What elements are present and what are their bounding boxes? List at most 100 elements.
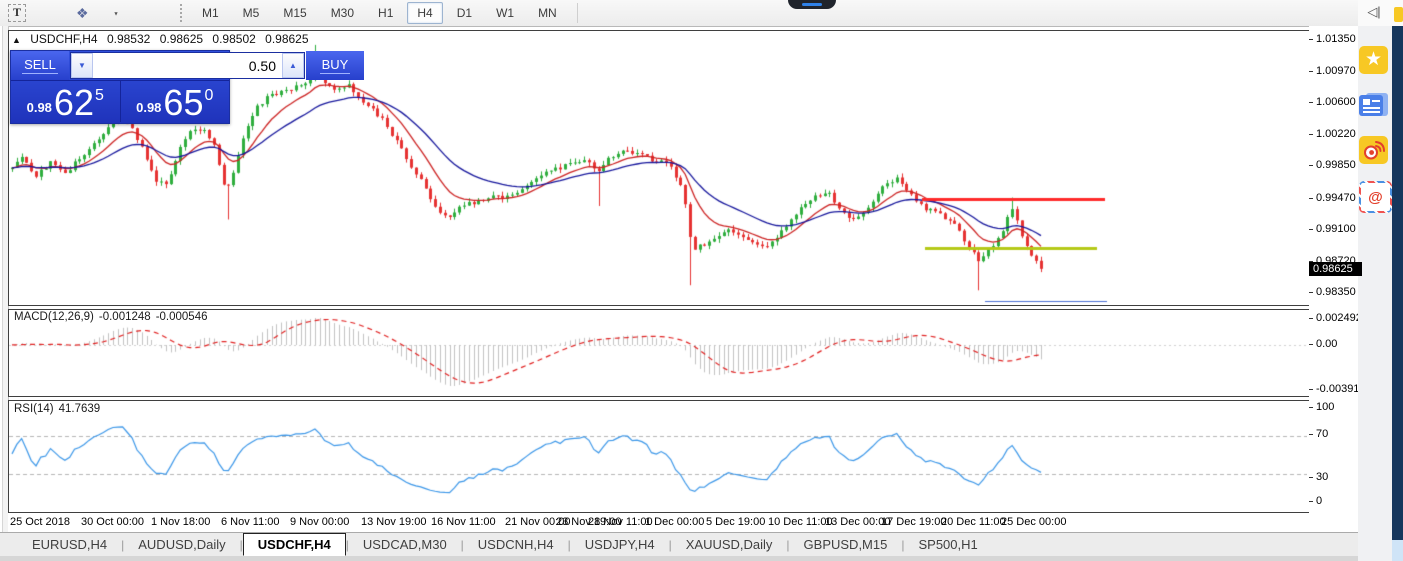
volume-decrease-button[interactable]: ▼ bbox=[71, 53, 93, 78]
price-axis-tick-mark bbox=[1309, 102, 1313, 104]
time-axis-label: 1 Nov 18:00 bbox=[151, 516, 211, 528]
tab-separator: | bbox=[668, 537, 672, 552]
star-glyph: ★ bbox=[1364, 49, 1383, 70]
chart-symbol: USDCHF,H4 bbox=[30, 32, 98, 46]
rsi-axis-tick: 70 bbox=[1316, 428, 1329, 440]
price-axis-tick: 0.99850 bbox=[1316, 159, 1356, 172]
tab-usdcnh-h4[interactable]: USDCNH,H4 bbox=[477, 537, 554, 552]
news-icon[interactable] bbox=[1359, 91, 1388, 119]
price-axis-tick-mark bbox=[1309, 71, 1313, 73]
macd-axis-tick: 0.00 bbox=[1316, 338, 1338, 350]
time-axis[interactable]: 25 Oct 2018 30 Oct 00:00 1 Nov 18:00 6 Nov … bbox=[8, 513, 1309, 532]
rsi-value: 41.7639 bbox=[58, 403, 101, 415]
news-icon-front-page bbox=[1359, 95, 1383, 116]
time-axis-label: 25 Dec 00:00 bbox=[1001, 516, 1067, 528]
macd-name: MACD(12,26,9) bbox=[14, 311, 94, 323]
macd-axis-tick: -0.003913 bbox=[1316, 383, 1366, 395]
price-axis-tick-mark bbox=[1309, 291, 1313, 293]
timeframe-m5[interactable]: M5 bbox=[242, 6, 260, 20]
panel-collapse-triangle-icon[interactable]: ▲ bbox=[12, 35, 21, 45]
timeframe-d1[interactable]: D1 bbox=[456, 6, 473, 20]
ohlc-high: 0.98625 bbox=[159, 32, 204, 46]
macd-label: MACD(12,26,9) -0.001248 -0.000546 bbox=[14, 311, 212, 323]
tab-separator: | bbox=[239, 537, 243, 552]
toolbar-grip[interactable] bbox=[180, 4, 182, 22]
tab-separator: | bbox=[901, 537, 905, 552]
tab-audusd-daily[interactable]: AUDUSD,Daily bbox=[138, 537, 226, 552]
price-axis-tick-mark bbox=[1309, 197, 1313, 199]
price-axis[interactable]: 1.01350 1.00970 1.00600 1.00220 0.99850 0.994… bbox=[1309, 26, 1366, 532]
price-axis-tick: 0.99100 bbox=[1316, 222, 1356, 235]
time-axis-label: 6 Nov 11:00 bbox=[221, 516, 280, 528]
time-axis-label: 9 Nov 00:00 bbox=[290, 516, 350, 528]
time-axis-label: 23 Nov 19:00 bbox=[556, 516, 622, 528]
timeframe-m1[interactable]: M1 bbox=[202, 6, 219, 20]
timeframe-w1[interactable]: W1 bbox=[496, 6, 515, 20]
tab-usdjpy-h4[interactable]: USDJPY,H4 bbox=[584, 537, 655, 552]
current-price-tag: 0.98625 bbox=[1309, 261, 1362, 276]
time-axis-label: 5 Dec 19:00 bbox=[706, 516, 766, 528]
weibo-icon[interactable] bbox=[1359, 136, 1388, 164]
text-tool-icon: T bbox=[8, 4, 26, 22]
chart-tabs: EURUSD,H4 | AUDUSD,Daily | USDCHF,H4 | USDCAD,… bbox=[0, 532, 1392, 556]
rsi-canvas[interactable] bbox=[9, 401, 1307, 510]
macd-axis-tick-mark bbox=[1309, 318, 1313, 319]
sell-price-button[interactable]: 0.98 62 5 bbox=[11, 81, 120, 122]
tab-usdcad-m30[interactable]: USDCAD,M30 bbox=[362, 537, 447, 552]
rsi-axis-tick-mark bbox=[1309, 407, 1313, 408]
time-axis-label: 10 Dec 11:00 bbox=[768, 516, 833, 528]
price-axis-tick: 1.00220 bbox=[1316, 128, 1356, 141]
macd-canvas[interactable] bbox=[9, 310, 1307, 394]
time-axis-label: 28 Nov 11:00 bbox=[588, 516, 653, 528]
rsi-axis-tick: 0 bbox=[1316, 495, 1323, 507]
text-tool-button[interactable]: T bbox=[6, 3, 28, 23]
macd-panel bbox=[8, 309, 1310, 397]
mail-icon[interactable]: @ bbox=[1359, 181, 1392, 213]
floating-ball-icon[interactable] bbox=[788, 0, 836, 9]
sidebar-collapse-arrow[interactable]: ◁| bbox=[1367, 4, 1381, 19]
weibo-eye-glyph bbox=[1363, 141, 1385, 160]
time-axis-label: 20 Dec 11:00 bbox=[941, 516, 1006, 528]
rsi-name: RSI(14) bbox=[14, 403, 54, 415]
price-axis-tick: 1.00970 bbox=[1316, 65, 1356, 78]
price-axis-tick: 1.00600 bbox=[1316, 96, 1356, 109]
rsi-panel bbox=[8, 400, 1310, 513]
timeframe-m15[interactable]: M15 bbox=[283, 6, 307, 20]
timeframe-mn[interactable]: MN bbox=[538, 6, 557, 20]
price-axis-tick: 0.99470 bbox=[1316, 191, 1356, 204]
tab-usdchf-h4[interactable]: USDCHF,H4 bbox=[242, 533, 346, 556]
toolbar-separator bbox=[576, 3, 578, 23]
time-axis-label: 1 Dec 00:00 bbox=[645, 516, 705, 528]
toolbar: T ❖ ▼ M1 M5 M15 M30 H1 H4 D1 W1 MN bbox=[0, 0, 1392, 27]
macd-axis-tick-mark bbox=[1309, 344, 1313, 345]
tab-sp500-h1[interactable]: SP500,H1 bbox=[918, 537, 978, 552]
timeframe-h4[interactable]: H4 bbox=[407, 2, 443, 24]
rsi-axis-tick-mark bbox=[1309, 501, 1313, 502]
time-axis-label: 16 Nov 11:00 bbox=[431, 516, 496, 528]
sell-button[interactable]: SELL bbox=[11, 51, 69, 80]
buy-button[interactable]: BUY bbox=[306, 51, 364, 80]
tab-gbpusd-m15[interactable]: GBPUSD,M15 bbox=[803, 537, 888, 552]
tab-eurusd-h4[interactable]: EURUSD,H4 bbox=[32, 537, 108, 552]
tab-separator: | bbox=[786, 537, 790, 552]
rsi-axis-tick: 30 bbox=[1316, 471, 1329, 483]
timeframe-m30[interactable]: M30 bbox=[330, 6, 355, 20]
macd-value-main: -0.001248 bbox=[98, 311, 151, 323]
window-bottom-edge bbox=[0, 556, 1392, 561]
tab-xauusd-daily[interactable]: XAUUSD,Daily bbox=[685, 537, 773, 552]
time-axis-label: 13 Nov 19:00 bbox=[361, 516, 427, 528]
timeframe-h1[interactable]: H1 bbox=[378, 6, 394, 20]
chart-header: ▲ USDCHF,H4 0.98532 0.98625 0.98502 0.98… bbox=[12, 32, 315, 46]
volume-input[interactable] bbox=[93, 53, 282, 78]
objects-tool-button[interactable]: ❖ ▼ bbox=[76, 3, 146, 23]
rsi-label: RSI(14) 41.7639 bbox=[14, 403, 105, 415]
objects-tool-icon: ❖ bbox=[76, 4, 90, 21]
dropdown-caret-icon: ▼ bbox=[112, 9, 119, 17]
price-axis-tick: 0.98350 bbox=[1316, 285, 1356, 298]
time-axis-label: 21 Nov 00:00 bbox=[505, 516, 571, 528]
buy-price-button[interactable]: 0.98 65 0 bbox=[119, 81, 230, 122]
favorites-star-icon[interactable]: ★ bbox=[1359, 46, 1388, 74]
volume-increase-button[interactable]: ▲ bbox=[282, 53, 304, 78]
price-axis-tick-mark bbox=[1309, 228, 1313, 230]
